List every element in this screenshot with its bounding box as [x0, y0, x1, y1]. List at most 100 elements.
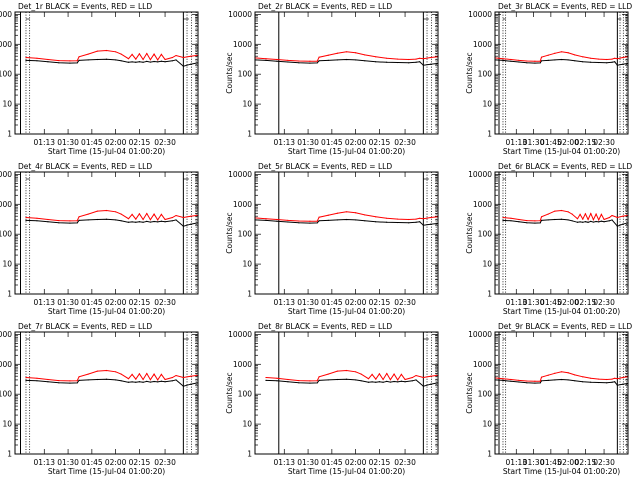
y-axis-label: Counts/sec — [465, 52, 474, 93]
series-events-point — [265, 59, 267, 61]
series-events-point — [265, 219, 267, 221]
series-events-point — [554, 59, 556, 61]
series-events-point — [411, 380, 413, 382]
series-events-point — [614, 381, 616, 383]
y-tick-label: 10000 — [228, 330, 252, 339]
series-lld-point — [560, 51, 563, 53]
series-lld-point — [560, 371, 563, 373]
series-lld-point — [182, 376, 184, 379]
series-events-point — [105, 58, 108, 60]
series-events-point — [422, 64, 424, 66]
x-tick-label: 02:15 — [575, 298, 597, 307]
x-tick-label: 02:00 — [105, 298, 127, 307]
series-lld-point — [579, 213, 581, 215]
series-events-point — [547, 379, 549, 381]
y-axis-label: Counts/sec — [225, 212, 234, 253]
series-events-point — [526, 382, 528, 384]
series-events-point — [120, 60, 122, 62]
series-lld-point — [574, 54, 576, 56]
series-events-point — [175, 379, 177, 381]
y-tick-label: 10000 — [0, 170, 12, 179]
series-lld-line — [265, 369, 439, 382]
series-lld-point — [547, 54, 549, 56]
series-lld-point — [327, 54, 329, 56]
y-tick-label: 10 — [242, 260, 252, 269]
x-tick-label: 02:30 — [593, 298, 615, 307]
series-events-line — [254, 58, 439, 66]
series-lld-point — [76, 380, 78, 382]
series-lld-point — [120, 373, 122, 375]
series-events-point — [622, 383, 624, 385]
series-lld-point — [142, 378, 144, 381]
series-events-point — [160, 220, 162, 222]
series-events-point — [36, 220, 38, 222]
series-lld-point — [603, 218, 605, 221]
x-tick-label: 01:13 — [273, 138, 295, 147]
y-tick-label: 1 — [247, 450, 252, 459]
series-lld-point — [298, 60, 300, 62]
series-events-point — [415, 379, 417, 381]
x-tick-label: 01:13 — [33, 138, 55, 147]
series-lld-point — [526, 219, 528, 222]
series-events-point — [164, 61, 166, 63]
series-lld-line — [502, 209, 629, 222]
series-lld-point — [606, 58, 608, 61]
x-tick-label: 01:30 — [523, 458, 545, 467]
series-lld-point — [622, 56, 624, 59]
series-lld-point — [96, 210, 98, 212]
series-events-point — [127, 61, 130, 63]
series-events-point — [171, 60, 173, 62]
series-lld-point — [157, 219, 159, 221]
series-events-point — [590, 220, 592, 222]
series-events-point — [598, 381, 600, 384]
x-tick-label: 02:15 — [129, 458, 151, 467]
x-tick-label: 02:30 — [593, 138, 615, 147]
series-events-point — [419, 221, 421, 223]
series-lld-point — [309, 60, 311, 62]
panel-9: Det_9r BLACK = Events, RED = LLD Start Ti… — [465, 322, 632, 476]
series-events-point — [25, 59, 27, 61]
series-events-point — [360, 380, 362, 382]
x-tick-label: 02:30 — [394, 458, 416, 467]
series-lld-point — [554, 372, 556, 374]
series-events-point — [115, 379, 117, 381]
y-tick-label: 10 — [482, 420, 492, 429]
series-lld-point — [160, 213, 162, 215]
panel-title: Det_7r BLACK = Events, RED = LLD — [18, 322, 152, 331]
plot-frame — [14, 331, 199, 455]
series-events-point — [378, 381, 381, 383]
series-events-point — [157, 61, 159, 63]
series-events-point — [393, 380, 395, 383]
y-axis-label: Counts/sec — [465, 212, 474, 253]
series-lld-point — [142, 218, 144, 221]
series-events-point — [419, 61, 421, 63]
series-lld-point — [386, 57, 388, 59]
y-tick-label: 10000 — [228, 170, 252, 179]
series-events-point — [58, 382, 60, 384]
series-lld-point — [415, 374, 417, 377]
x-tick-label: 01:30 — [523, 138, 545, 147]
series-events-point — [131, 221, 133, 223]
series-lld-point — [345, 51, 348, 53]
series-lld-point — [590, 57, 592, 59]
series-events-point — [276, 380, 278, 382]
series-lld-point — [327, 214, 329, 216]
series-events-point — [526, 62, 528, 64]
series-events-point — [146, 220, 148, 222]
series-events-point — [336, 59, 338, 61]
y-tick-label: 100 — [238, 70, 253, 79]
series-lld-point — [25, 56, 27, 59]
series-events-point — [69, 222, 71, 224]
series-lld-point — [276, 58, 278, 61]
series-lld-point — [78, 56, 80, 58]
plot-frame — [494, 171, 629, 295]
x-tick-label: 02:15 — [369, 138, 391, 147]
series-lld-point — [69, 60, 71, 62]
series-events-point — [135, 61, 137, 63]
series-events-point — [404, 381, 406, 383]
series-events-point — [510, 380, 512, 382]
series-events-point — [115, 59, 117, 61]
panel-7: Det_7r BLACK = Events, RED = LLD Start Ti… — [0, 322, 199, 476]
plot-frame — [254, 171, 439, 295]
series-lld-point — [582, 376, 584, 378]
